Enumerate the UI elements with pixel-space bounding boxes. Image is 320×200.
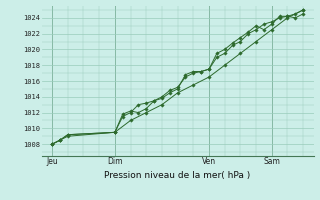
X-axis label: Pression niveau de la mer( hPa ): Pression niveau de la mer( hPa ): [104, 171, 251, 180]
